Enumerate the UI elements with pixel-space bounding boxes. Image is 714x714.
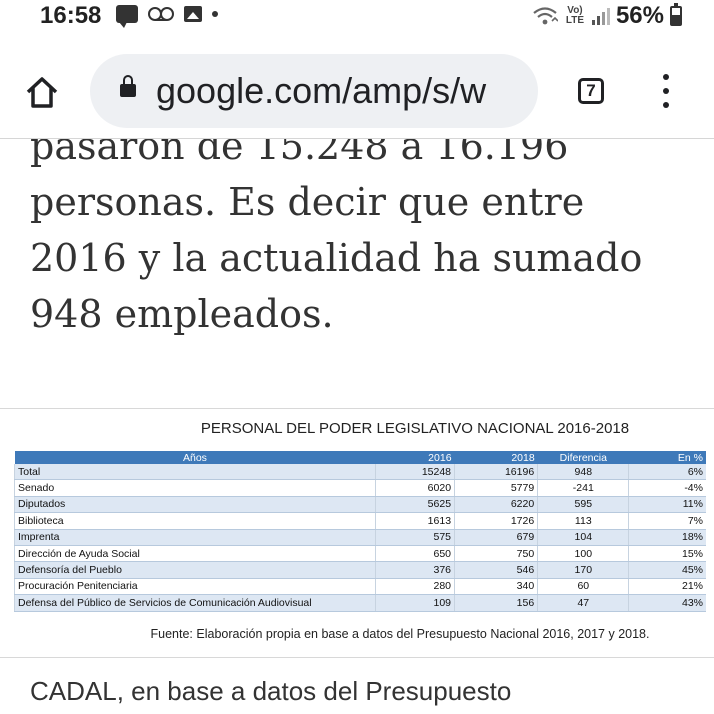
table-cell: 7% (628, 512, 706, 530)
overflow-menu-button[interactable] (656, 74, 676, 110)
signal-icon (591, 7, 610, 25)
table-cell: 546 (454, 561, 538, 579)
article-caption: CADAL, en base a datos del Presupuesto (30, 676, 512, 706)
table-cell: Dirección de Ayuda Social (14, 545, 376, 563)
table-cell: 280 (374, 578, 455, 596)
table-cell: 156 (454, 594, 538, 612)
table-cell: 15248 (374, 464, 455, 481)
home-icon (26, 77, 58, 108)
table-cell: 100 (537, 545, 629, 563)
url-text: google.com/amp/s/w (156, 70, 487, 111)
table-row: Dirección de Ayuda Social 650 750 100 15% (14, 545, 706, 563)
message-icon (116, 5, 138, 28)
table-cell: 376 (374, 561, 455, 579)
table-cell: 948 (537, 464, 629, 481)
table-cell: 109 (374, 594, 455, 612)
table-row: Biblioteca 1613 1726 113 7% (14, 512, 706, 530)
table-cell: Defensa del Público de Servicios de Comu… (14, 594, 376, 612)
table-cell: 1613 (374, 512, 455, 530)
table-header-row: Años 2016 2018 Diferencia En % (14, 451, 706, 464)
table-cell: 104 (537, 529, 629, 546)
table-title: PERSONAL DEL PODER LEGISLATIVO NACIONAL … (200, 420, 630, 437)
table-row: Procuración Penitenciaria 280 340 60 21% (14, 578, 706, 596)
table-row: Total 15248 16196 948 6% (14, 464, 706, 481)
table-cell: 60 (537, 578, 629, 596)
header-2016: 2016 (375, 451, 455, 464)
voicemail-icon (148, 6, 174, 22)
notification-icons (116, 5, 218, 28)
article-paragraph: pasaron de 15.248 a 16.196 personas. Es … (30, 138, 643, 336)
table-cell: -4% (628, 479, 706, 497)
table-row: Diputados 5625 6220 595 11% (14, 496, 706, 514)
table-cell: 750 (454, 545, 538, 563)
table-cell: 595 (537, 496, 629, 514)
table-cell: Biblioteca (14, 512, 376, 530)
article-content: pasaron de 15.248 a 16.196 personas. Es … (0, 138, 714, 714)
system-icons: Vo) LTE 56% (532, 2, 682, 30)
table-cell: Senado (14, 479, 376, 497)
table-row: Defensa del Público de Servicios de Comu… (14, 594, 706, 612)
table-row: Defensoría del Pueblo 376 546 170 45% (14, 561, 706, 579)
table-body: Total 15248 16196 948 6% Senado 6020 5779 -241 -4… (14, 464, 706, 612)
table-cell: Total (14, 464, 376, 481)
table-cell: 15% (628, 545, 706, 563)
table-source: Fuente: Elaboración propia en base a dat… (150, 627, 650, 641)
table-cell: 5625 (374, 496, 455, 514)
table-cell: 47 (537, 594, 629, 612)
data-table: Años 2016 2018 Diferencia En % Total 1524… (14, 451, 706, 612)
table-cell: 11% (628, 496, 706, 514)
table-cell: 650 (374, 545, 455, 563)
image-icon (184, 6, 202, 22)
header-anos: Años (14, 451, 376, 464)
table-cell: 679 (454, 529, 538, 546)
table-cell: 113 (537, 512, 629, 530)
table-cell: 6020 (374, 479, 455, 497)
table-row: Imprenta 575 679 104 18% (14, 529, 706, 546)
table-cell: 43% (628, 594, 706, 612)
table-cell: 21% (628, 578, 706, 596)
address-bar[interactable]: google.com/amp/s/w (90, 54, 538, 128)
status-bar: 16:58 Vo) LTE 56% (0, 0, 714, 34)
home-button[interactable] (22, 72, 62, 112)
table-cell: 16196 (454, 464, 538, 481)
more-notifications-icon (212, 11, 218, 17)
header-percent: En % (628, 451, 706, 464)
status-time: 16:58 (40, 2, 102, 29)
table-cell: Defensoría del Pueblo (14, 561, 376, 579)
header-2018: 2018 (454, 451, 538, 464)
table-cell: 45% (628, 561, 706, 579)
wifi-icon (532, 5, 559, 27)
toolbar-divider (0, 138, 714, 139)
table-cell: 575 (374, 529, 455, 546)
table-cell: 340 (454, 578, 538, 596)
table-cell: 5779 (454, 479, 538, 497)
battery-icon (670, 3, 682, 26)
table-cell: 6% (628, 464, 706, 481)
tab-switcher-button[interactable]: 7 (578, 78, 604, 104)
volte-lte-icon: Vo) LTE (565, 5, 585, 26)
browser-toolbar: google.com/amp/s/w 7 (0, 34, 714, 138)
table-cell: Imprenta (14, 529, 376, 546)
table-cell: 1726 (454, 512, 538, 530)
table-figure: PERSONAL DEL PODER LEGISLATIVO NACIONAL … (0, 408, 714, 658)
table-cell: Procuración Penitenciaria (14, 578, 376, 596)
table-cell: 6220 (454, 496, 538, 514)
table-cell: Diputados (14, 496, 376, 514)
table-cell: 18% (628, 529, 706, 546)
battery-percent: 56% (615, 2, 664, 29)
table-cell: -241 (537, 479, 629, 497)
header-diferencia: Diferencia (537, 451, 629, 464)
table-row: Senado 6020 5779 -241 -4% (14, 479, 706, 497)
table-cell: 170 (537, 561, 629, 579)
lock-icon (120, 75, 136, 97)
